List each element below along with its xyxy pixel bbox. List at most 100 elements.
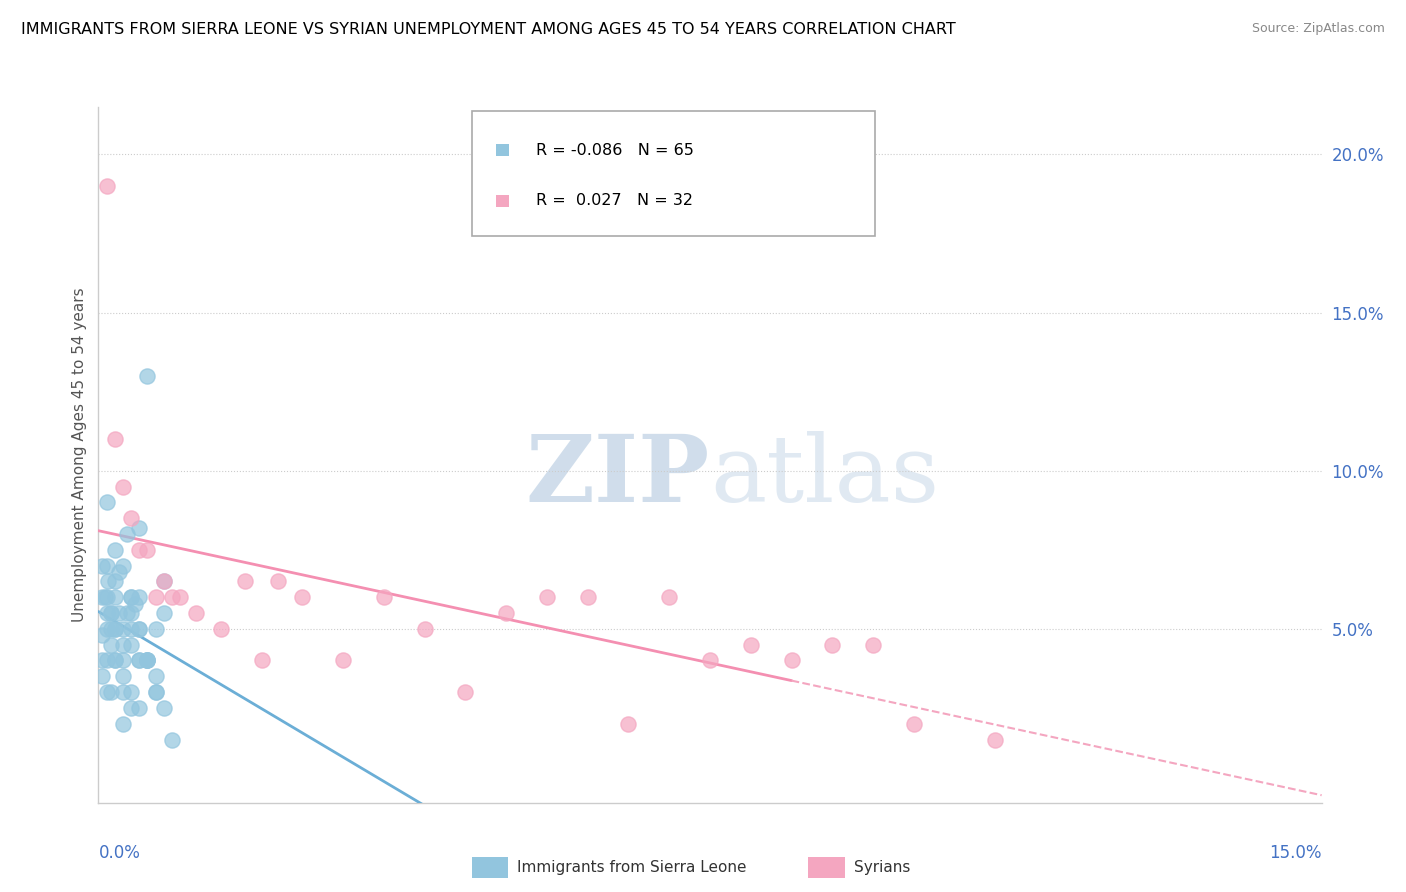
Point <box>120 591 142 605</box>
Point <box>104 432 127 446</box>
Point <box>250 653 273 667</box>
Point <box>96 591 118 605</box>
Point <box>136 653 159 667</box>
Point <box>108 565 131 579</box>
Text: ZIP: ZIP <box>526 431 710 521</box>
Point <box>128 653 150 667</box>
Text: 0.0%: 0.0% <box>98 844 141 862</box>
Point <box>152 701 174 715</box>
Point <box>120 511 142 525</box>
Point <box>96 653 118 667</box>
Point <box>699 653 721 667</box>
Point <box>111 716 134 731</box>
Point <box>128 622 150 636</box>
Point <box>145 685 167 699</box>
Text: atlas: atlas <box>710 431 939 521</box>
Point <box>145 591 167 605</box>
Point <box>128 591 150 605</box>
Point <box>862 638 884 652</box>
Point <box>96 685 118 699</box>
Point <box>96 179 118 194</box>
Point <box>100 685 122 699</box>
Point <box>160 732 183 747</box>
Point <box>576 591 599 605</box>
Point <box>821 638 844 652</box>
Point <box>984 732 1007 747</box>
Point <box>495 606 517 620</box>
Point <box>136 653 159 667</box>
Point <box>136 653 159 667</box>
Point <box>97 574 120 589</box>
Text: R =  0.027   N = 32: R = 0.027 N = 32 <box>536 194 693 209</box>
Point <box>104 591 127 605</box>
Point <box>128 701 150 715</box>
Point <box>903 716 925 731</box>
Point <box>104 622 127 636</box>
Point <box>111 669 134 683</box>
Point <box>145 669 167 683</box>
Point <box>120 685 142 699</box>
Point <box>160 591 183 605</box>
Point <box>104 653 127 667</box>
Point <box>91 558 114 573</box>
Point <box>100 622 122 636</box>
Point <box>91 591 114 605</box>
Point <box>124 597 146 611</box>
Point <box>332 653 354 667</box>
Point <box>96 558 118 573</box>
Point <box>96 622 118 636</box>
Point <box>152 574 174 589</box>
Point <box>115 606 138 620</box>
Point <box>115 527 138 541</box>
Point <box>128 653 150 667</box>
Point <box>120 622 142 636</box>
Point <box>454 685 477 699</box>
Point <box>91 628 114 642</box>
Point <box>291 591 314 605</box>
Point <box>96 495 118 509</box>
Point <box>413 622 436 636</box>
Text: R = -0.086   N = 65: R = -0.086 N = 65 <box>536 143 695 158</box>
Text: IMMIGRANTS FROM SIERRA LEONE VS SYRIAN UNEMPLOYMENT AMONG AGES 45 TO 54 YEARS CO: IMMIGRANTS FROM SIERRA LEONE VS SYRIAN U… <box>21 22 956 37</box>
Point <box>96 606 118 620</box>
Point <box>104 574 127 589</box>
FancyBboxPatch shape <box>496 194 509 207</box>
Point <box>128 622 150 636</box>
Point <box>267 574 290 589</box>
Point <box>536 591 558 605</box>
Point <box>128 542 150 557</box>
Point <box>120 638 142 652</box>
Point <box>94 591 117 605</box>
Point <box>152 606 174 620</box>
Point <box>111 653 134 667</box>
FancyBboxPatch shape <box>471 857 508 878</box>
Point <box>111 622 134 636</box>
FancyBboxPatch shape <box>808 857 845 878</box>
Point <box>136 368 159 383</box>
Point <box>233 574 256 589</box>
Point <box>209 622 232 636</box>
Point <box>91 653 114 667</box>
FancyBboxPatch shape <box>496 144 509 156</box>
Point <box>111 685 134 699</box>
Point <box>91 669 114 683</box>
Point <box>120 591 142 605</box>
FancyBboxPatch shape <box>471 111 875 235</box>
Point <box>169 591 191 605</box>
Point <box>108 606 131 620</box>
Text: Source: ZipAtlas.com: Source: ZipAtlas.com <box>1251 22 1385 36</box>
Point <box>136 542 159 557</box>
Point <box>136 653 159 667</box>
Point <box>100 638 122 652</box>
Point <box>128 521 150 535</box>
Point <box>373 591 395 605</box>
Point <box>104 622 127 636</box>
Point <box>104 542 127 557</box>
Point <box>658 591 681 605</box>
Text: Immigrants from Sierra Leone: Immigrants from Sierra Leone <box>517 860 747 875</box>
Point <box>145 685 167 699</box>
Text: 15.0%: 15.0% <box>1270 844 1322 862</box>
Point <box>780 653 803 667</box>
Point <box>120 701 142 715</box>
Y-axis label: Unemployment Among Ages 45 to 54 years: Unemployment Among Ages 45 to 54 years <box>72 287 87 623</box>
